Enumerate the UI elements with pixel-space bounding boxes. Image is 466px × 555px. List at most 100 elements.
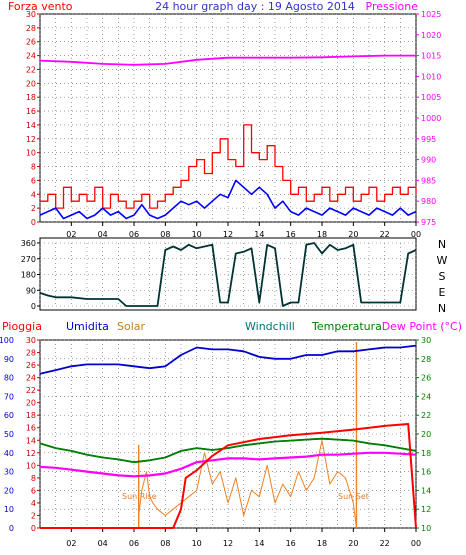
y-tick-label: 6 bbox=[31, 176, 36, 185]
legend-dew-point: Dew Point (°C) bbox=[382, 320, 462, 333]
chart-title: 24 hour graph day : 19 Agosto 2014 bbox=[155, 0, 355, 13]
x-tick-label: 12 bbox=[223, 539, 233, 548]
y-tick-label: 0 bbox=[31, 218, 36, 227]
compass-label: N bbox=[438, 238, 446, 251]
y-tick-label: 60 bbox=[4, 411, 14, 420]
y-tick-label: 1005 bbox=[421, 93, 441, 102]
top-right-axis: 1025 1020 1015 1010 1005 1000 995 990 985 980 975 bbox=[416, 10, 441, 227]
y-tick-label: 22 bbox=[26, 65, 36, 74]
y-tick-label: 24 bbox=[26, 374, 36, 383]
y-tick-label: 20 bbox=[4, 486, 14, 495]
x-tick-label: 08 bbox=[160, 230, 170, 239]
y-tick-label: 50 bbox=[4, 430, 14, 439]
x-tick-label: 22 bbox=[380, 539, 390, 548]
x-tick-label: 12 bbox=[223, 230, 233, 239]
legend-temperature: Temperatura bbox=[311, 320, 382, 333]
y-tick-label: 8 bbox=[31, 474, 36, 483]
y-tick-label: 6 bbox=[31, 486, 36, 495]
solar-line bbox=[138, 439, 357, 529]
direction-series bbox=[39, 242, 417, 307]
y-tick-label: 995 bbox=[421, 135, 436, 144]
legend-rain: Pioggia bbox=[2, 320, 42, 333]
top-series bbox=[39, 54, 417, 220]
humidity-line bbox=[39, 344, 417, 375]
y-tick-label: 2 bbox=[31, 511, 36, 520]
y-tick-label: 0 bbox=[31, 302, 36, 311]
y-tick-label: 20 bbox=[26, 399, 36, 408]
y-tick-label: 360 bbox=[21, 239, 36, 248]
x-tick-label: 06 bbox=[129, 230, 139, 239]
y-tick-label: 28 bbox=[421, 355, 431, 364]
y-tick-label: 30 bbox=[26, 10, 36, 19]
x-tick-label: 16 bbox=[286, 539, 296, 548]
legend-humidity: Umidita bbox=[66, 320, 109, 333]
y-tick-label: 980 bbox=[421, 197, 436, 206]
y-tick-label: 20 bbox=[421, 430, 431, 439]
y-tick-label: 1000 bbox=[421, 114, 441, 123]
y-tick-label: 12 bbox=[26, 449, 36, 458]
pressure-line bbox=[39, 54, 416, 66]
direction-grid bbox=[39, 242, 417, 307]
x-tick-label: 18 bbox=[317, 230, 327, 239]
y-tick-label: 16 bbox=[421, 468, 431, 477]
wind-axis-title: Forza vento bbox=[8, 0, 73, 13]
y-tick-label: 0 bbox=[9, 524, 14, 533]
bottom-series bbox=[39, 342, 417, 529]
x-tick-label: 20 bbox=[348, 539, 358, 548]
sunset-label: Sun Set bbox=[338, 492, 369, 501]
x-tick-label: 02 bbox=[66, 539, 76, 548]
y-tick-label: 8 bbox=[31, 163, 36, 172]
y-tick-label: 20 bbox=[26, 79, 36, 88]
pressure-axis-title: Pressione bbox=[366, 0, 419, 13]
y-tick-label: 18 bbox=[421, 449, 431, 458]
y-tick-label: 90 bbox=[4, 355, 14, 364]
y-tick-label: 985 bbox=[421, 176, 436, 185]
y-tick-label: 26 bbox=[26, 361, 36, 370]
compass-label: S bbox=[439, 270, 446, 283]
temperature-line bbox=[39, 437, 417, 464]
x-tick-label: 18 bbox=[317, 539, 327, 548]
y-tick-label: 990 bbox=[421, 156, 436, 165]
wind-direction-line bbox=[39, 242, 417, 307]
y-tick-label: 28 bbox=[26, 24, 36, 33]
compass-label: W bbox=[437, 254, 448, 267]
y-tick-label: 1020 bbox=[421, 31, 441, 40]
y-tick-label: 22 bbox=[26, 386, 36, 395]
compass-label: N bbox=[438, 302, 446, 315]
y-tick-label: 1015 bbox=[421, 52, 441, 61]
y-tick-label: 975 bbox=[421, 218, 436, 227]
x-tick-label: 00 bbox=[411, 230, 421, 239]
x-tick-label: 02 bbox=[66, 230, 76, 239]
y-tick-label: 80 bbox=[4, 374, 14, 383]
x-tick-label: 14 bbox=[254, 230, 264, 239]
y-tick-label: 18 bbox=[26, 93, 36, 102]
y-tick-label: 14 bbox=[26, 436, 36, 445]
y-tick-label: 12 bbox=[421, 505, 431, 514]
y-tick-label: 22 bbox=[421, 411, 431, 420]
y-tick-label: 16 bbox=[26, 424, 36, 433]
y-tick-label: 180 bbox=[21, 271, 36, 280]
y-tick-label: 90 bbox=[26, 286, 36, 295]
direction-left-axis: 360 270 180 90 0 bbox=[21, 239, 40, 311]
x-tick-label: 08 bbox=[160, 539, 170, 548]
y-tick-label: 270 bbox=[21, 255, 36, 264]
x-tick-label: 04 bbox=[98, 539, 108, 548]
y-tick-label: 10 bbox=[4, 505, 14, 514]
bottom-x-axis: 02 04 06 08 10 12 14 16 18 20 22 00 bbox=[66, 528, 421, 548]
compass-label: E bbox=[439, 286, 446, 299]
y-tick-label: 0 bbox=[31, 524, 36, 533]
x-tick-label: 04 bbox=[98, 230, 108, 239]
x-tick-label: 10 bbox=[192, 230, 202, 239]
sunrise-label: Sun Rise bbox=[122, 492, 157, 501]
y-tick-label: 30 bbox=[26, 336, 36, 345]
y-tick-label: 1025 bbox=[421, 10, 441, 19]
y-tick-label: 28 bbox=[26, 349, 36, 358]
y-tick-label: 4 bbox=[31, 190, 36, 199]
y-tick-label: 14 bbox=[26, 121, 36, 130]
x-tick-label: 00 bbox=[411, 539, 421, 548]
x-tick-label: 22 bbox=[380, 230, 390, 239]
